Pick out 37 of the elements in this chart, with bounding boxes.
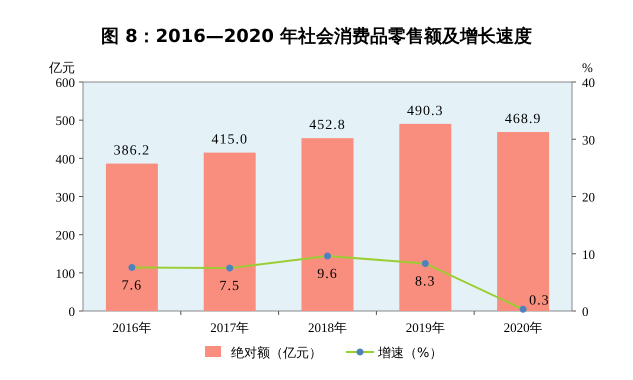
y2-tick-label: 30 [582,132,595,148]
chart-title: 图 8：2016—2020 年社会消费品零售额及增长速度 [100,26,532,47]
data-label: 468.9 [504,112,542,128]
legend-label: 增速（%） [377,346,442,361]
y-tick-label: 0 [68,304,75,319]
y-tick-label: 500 [56,113,75,128]
y-axis-title: 亿元 [48,60,75,75]
y-tick-label: 300 [56,190,75,204]
data-label: 415.0 [211,132,248,148]
data-label: 0.3 [529,293,550,308]
y2-tick-label: 40 [582,75,595,90]
data-label: 8.3 [415,274,436,290]
x-tick-label: 2018年 [308,320,347,335]
y2-tick-label: 10 [582,246,595,262]
data-label: 7.5 [219,279,240,294]
point [226,264,234,272]
data-label: 9.6 [317,267,338,282]
x-tick-label: 2017年 [210,320,250,335]
y-tick-label: 400 [56,151,75,166]
x-tick-label: 2016年 [112,320,152,335]
data-label: 452.8 [309,118,346,134]
x-tick-label: 2019年 [406,320,445,335]
point [324,252,331,260]
data-label: 386.2 [114,144,150,159]
y2-axis-title: % [582,60,593,75]
data-label: 7.6 [122,278,142,294]
y-tick-label: 100 [56,266,75,281]
point [422,260,429,267]
legend-label: 绝对额（亿元） [231,346,322,361]
y-tick-label: 200 [56,228,75,243]
point [128,264,136,271]
y2-tick-label: 20 [582,190,595,204]
data-label: 490.3 [407,104,444,119]
point [520,306,527,313]
y-tick-label: 600 [56,75,75,90]
x-tick-label: 2020年 [504,320,543,335]
y2-tick-label: 0 [582,304,588,319]
